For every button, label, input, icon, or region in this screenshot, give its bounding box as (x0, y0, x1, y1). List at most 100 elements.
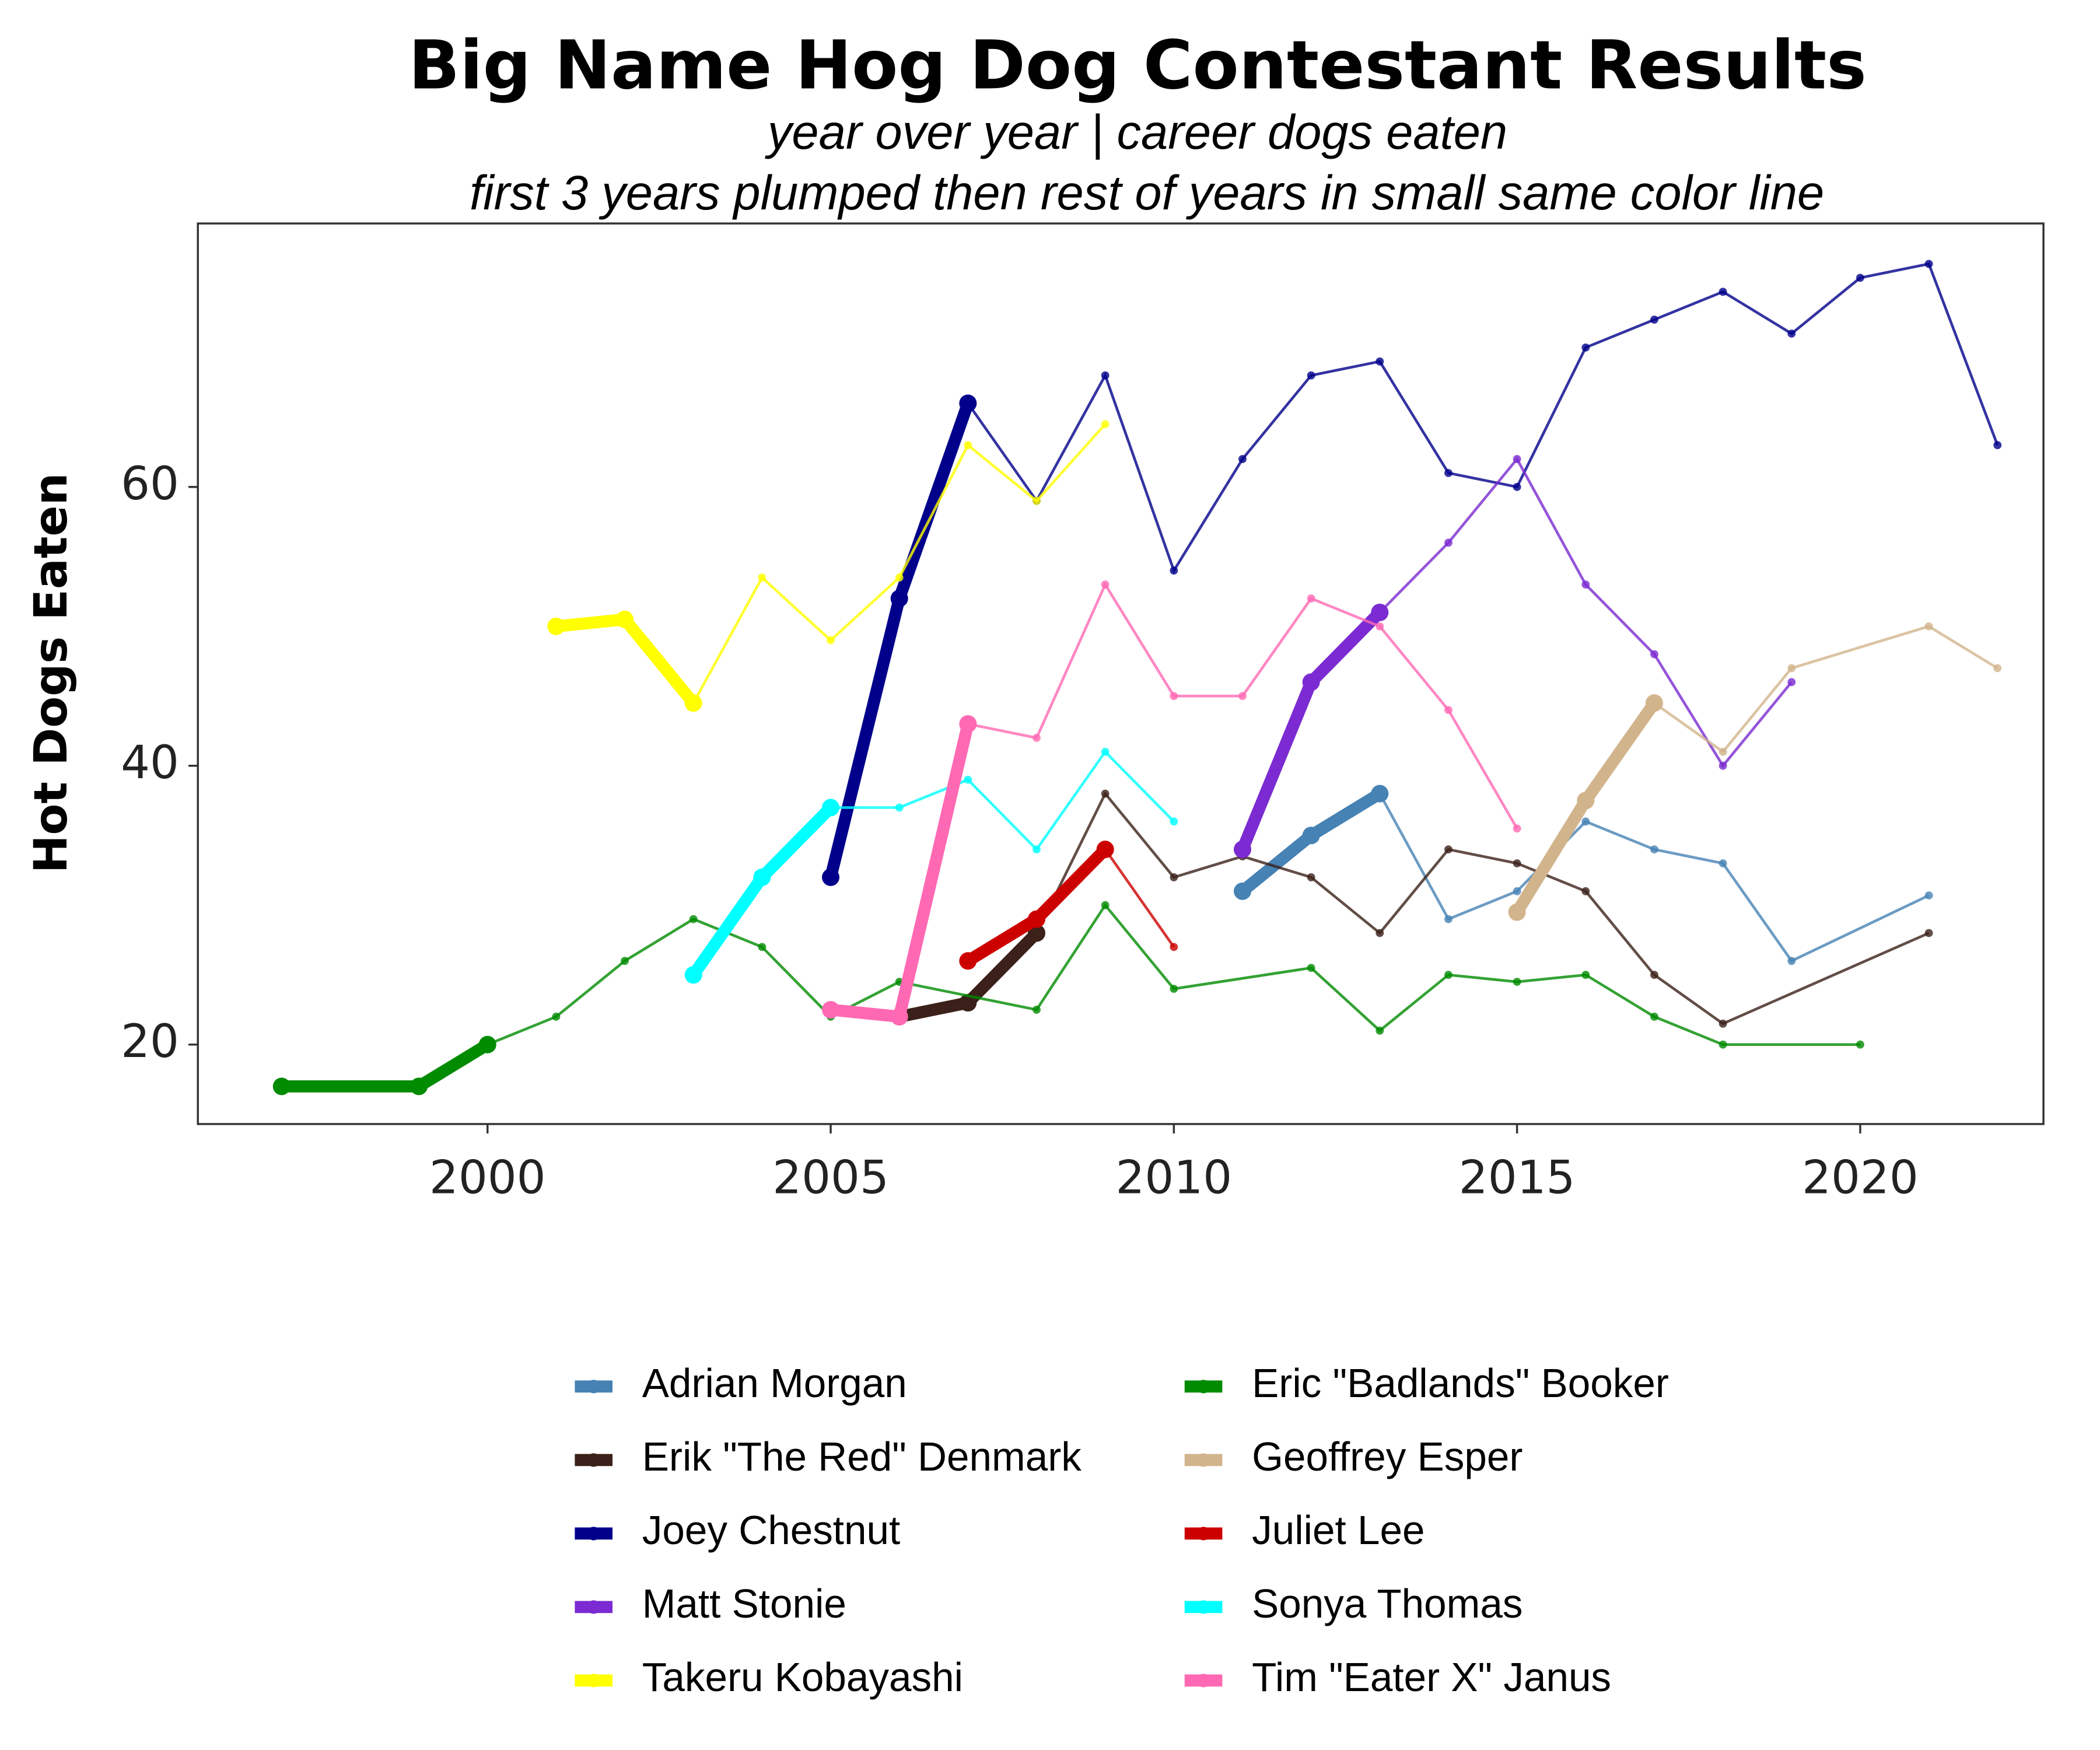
y-axis-title: Hot Dogs Eaten (24, 473, 78, 874)
point (1307, 964, 1315, 972)
point (1444, 845, 1452, 854)
point (1924, 891, 1933, 900)
point (1650, 845, 1658, 854)
point (1032, 496, 1041, 505)
point (1170, 873, 1178, 881)
point (1376, 622, 1384, 631)
point-emphasis (1577, 792, 1595, 810)
legend-key-dot (587, 1674, 601, 1688)
point (1650, 316, 1658, 324)
point (1032, 1006, 1041, 1014)
point-emphasis (684, 966, 702, 984)
point (827, 636, 835, 645)
legend-key-dot (1196, 1600, 1210, 1614)
point-emphasis (478, 1035, 496, 1054)
x-tick-label: 2000 (429, 1150, 546, 1204)
point-emphasis (890, 589, 908, 607)
y-tick-label: 20 (121, 1014, 179, 1068)
point (1718, 1019, 1727, 1028)
point (1101, 901, 1110, 909)
y-tick-label: 60 (121, 457, 179, 510)
point (1101, 420, 1110, 429)
legend-key-dot (1196, 1527, 1210, 1541)
point (1238, 455, 1247, 463)
legend-label: Erik "The Red" Denmark (642, 1434, 1082, 1479)
point-emphasis (616, 610, 634, 628)
legend-key-dot (587, 1380, 601, 1394)
point (1787, 664, 1796, 673)
y-tick-label: 40 (121, 736, 179, 789)
point (1581, 887, 1590, 895)
point (1856, 274, 1864, 282)
point-emphasis (1508, 903, 1526, 921)
point (895, 803, 904, 812)
point (621, 957, 629, 965)
legend-label: Takeru Kobayashi (642, 1654, 963, 1700)
point (1307, 594, 1315, 603)
point (1513, 887, 1521, 895)
point (1307, 873, 1315, 881)
point (758, 943, 766, 951)
point (1376, 1026, 1384, 1035)
point (1718, 1040, 1727, 1049)
legend-label: Matt Stonie (642, 1581, 846, 1626)
point (1170, 943, 1178, 951)
point (1650, 1012, 1658, 1021)
point-emphasis (1371, 603, 1389, 621)
point-emphasis (410, 1077, 428, 1096)
point-emphasis (684, 694, 702, 712)
series-line (1516, 625, 1999, 913)
point (1513, 978, 1521, 986)
point (964, 441, 972, 449)
point (1444, 971, 1452, 979)
legend-label: Adrian Morgan (642, 1360, 907, 1406)
point-emphasis (1371, 785, 1389, 803)
legend-key-dot (1196, 1674, 1210, 1688)
series-line (556, 423, 1107, 706)
point-emphasis (1028, 910, 1046, 928)
point (1581, 343, 1590, 352)
point (964, 775, 972, 784)
point (1032, 845, 1041, 854)
legend-key-dot (587, 1453, 601, 1467)
series-line-emphasis (961, 843, 1112, 967)
x-tick-label: 2005 (772, 1150, 889, 1204)
point (1101, 371, 1110, 380)
point (1993, 441, 2002, 449)
point (1856, 1040, 1864, 1049)
series-line-emphasis (1236, 606, 1386, 856)
point (1444, 468, 1452, 477)
point-emphasis (1096, 841, 1114, 859)
point (1170, 985, 1178, 993)
point (1101, 580, 1110, 589)
point-emphasis (753, 868, 771, 886)
point (1581, 580, 1590, 589)
point (1581, 971, 1590, 979)
point (1170, 817, 1178, 826)
plot-frame (197, 222, 2045, 1125)
legend-label: Juliet Lee (1252, 1507, 1424, 1553)
x-tick-label: 2010 (1116, 1150, 1233, 1204)
point-emphasis (1233, 841, 1251, 859)
series-line-emphasis (275, 1038, 494, 1093)
legend-key-dot (587, 1600, 601, 1614)
subtitle: year over year | career dogs eaten (765, 105, 1507, 159)
legend-label: Joey Chestnut (642, 1507, 901, 1553)
series-line (281, 902, 1860, 1088)
series-line-emphasis (550, 612, 700, 709)
point (1444, 915, 1452, 923)
series-line (830, 582, 1518, 1019)
legend-label: Geoffrey Esper (1252, 1434, 1522, 1479)
point-emphasis (547, 617, 565, 635)
point (1032, 734, 1041, 742)
point-emphasis (1233, 882, 1251, 900)
point (1513, 482, 1521, 491)
point-emphasis (822, 1000, 840, 1019)
series-line-emphasis (824, 718, 974, 1024)
point (1101, 789, 1110, 798)
point-emphasis (959, 715, 977, 733)
point-emphasis (959, 394, 977, 412)
point (1238, 692, 1247, 701)
point (1993, 664, 2002, 673)
